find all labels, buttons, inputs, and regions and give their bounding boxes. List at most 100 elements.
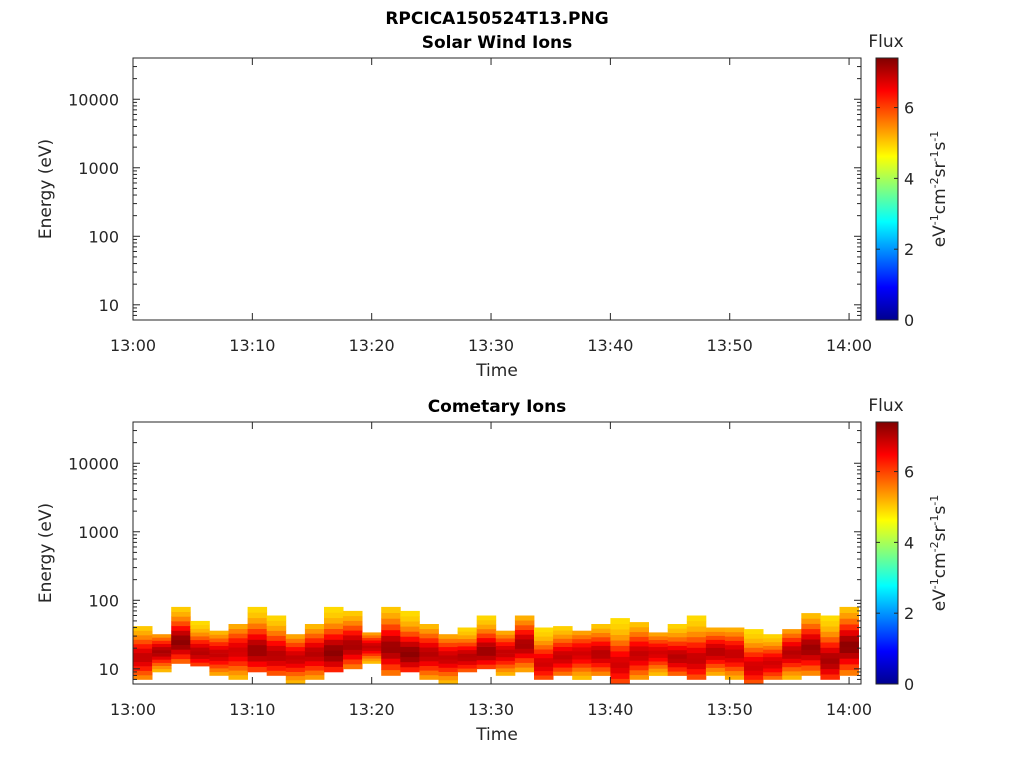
- spectrogram-cell: [610, 651, 630, 657]
- spectrogram-cell: [534, 657, 554, 663]
- spectrogram-cell: [495, 641, 516, 646]
- spectrogram-cell: [438, 675, 458, 681]
- spectrogram-cell: [285, 675, 306, 681]
- spectrogram-cell: [228, 661, 248, 666]
- colorbar-tick-label: 4: [904, 169, 914, 188]
- spectrogram-cell: [247, 655, 268, 662]
- spectrogram-cell: [247, 661, 268, 667]
- spectrogram-cell: [400, 626, 420, 632]
- spectrogram-cell: [247, 666, 268, 673]
- spectrogram-cell: [591, 632, 611, 638]
- spectrogram-cell: [285, 638, 306, 643]
- spectrogram-cell: [514, 620, 535, 626]
- y-tick-label: 100: [88, 591, 119, 610]
- spectrogram-cell: [629, 655, 649, 661]
- spectrogram-cell: [629, 641, 649, 647]
- spectrogram-cell: [686, 668, 707, 675]
- spectrogram-cell: [419, 661, 439, 666]
- spectrogram-cell: [171, 611, 191, 617]
- spectrogram-cell: [171, 644, 191, 650]
- spectrogram-cell: [152, 634, 172, 638]
- spectrogram-cell: [476, 664, 497, 670]
- spectrogram-cell: [152, 643, 172, 648]
- cometary-ylabel: Energy (eV): [36, 503, 56, 603]
- solar-wind-axis-ticks: 13:00 13:10 13:20 13:30 13:40 13:50 14:00 10 100…: [68, 57, 872, 355]
- spectrogram-cell: [209, 664, 229, 669]
- spectrogram-cell: [190, 620, 210, 626]
- spectrogram-cell: [553, 663, 573, 668]
- figure-title: RPCICA150524T13.PNG: [385, 9, 608, 29]
- spectrogram-cell: [667, 645, 688, 651]
- spectrogram-cell: [133, 675, 153, 680]
- x-tick-label: 13:40: [587, 700, 633, 719]
- colorbar-tick-label: 6: [904, 463, 914, 482]
- spectrogram-cell: [763, 668, 783, 673]
- spectrogram-cell: [476, 642, 497, 647]
- spectrogram-cell: [457, 646, 478, 651]
- spectrogram-column: [705, 627, 726, 676]
- spectrogram-cell: [495, 634, 516, 639]
- spectrogram-cell: [324, 612, 344, 619]
- spectrogram-cell: [419, 633, 439, 639]
- spectrogram-cell: [362, 655, 382, 659]
- spectrogram-cell: [705, 627, 726, 632]
- cometary-colorbar-label: eV-1cm-2sr-1s-1: [928, 495, 950, 612]
- spectrogram-column: [381, 606, 401, 676]
- spectrogram-cell: [591, 654, 611, 659]
- colorbar-tick-label: 4: [904, 533, 914, 552]
- spectrogram-cell: [648, 639, 669, 644]
- spectrogram-cell: [247, 644, 268, 651]
- spectrogram-cell: [514, 662, 535, 668]
- spectrogram-cell: [744, 670, 764, 676]
- spectrogram-cell: [400, 651, 420, 658]
- spectrogram-cell: [400, 621, 420, 627]
- spectrogram-column: [171, 606, 191, 664]
- spectrogram-cell: [514, 657, 535, 663]
- spectrogram-cell: [820, 626, 840, 632]
- spectrogram-cell: [285, 679, 306, 685]
- x-tick-label: 13:10: [229, 336, 275, 355]
- spectrogram-column: [304, 624, 325, 680]
- x-tick-label: 13:00: [110, 336, 156, 355]
- spectrogram-cell: [553, 642, 573, 647]
- spectrogram-cell: [209, 660, 229, 665]
- spectrogram-cell: [285, 642, 306, 648]
- spectrogram-cell: [171, 621, 191, 627]
- spectrogram-cell: [285, 650, 306, 656]
- spectrogram-cell: [133, 635, 153, 640]
- spectrogram-cell: [534, 631, 554, 637]
- spectrogram-cell: [572, 646, 592, 652]
- spectrogram-cell: [534, 670, 554, 676]
- spectrogram-cell: [457, 660, 478, 665]
- cometary-colorbar-scale: [875, 421, 899, 685]
- spectrogram-cell: [782, 675, 802, 680]
- spectrogram-cell: [266, 650, 287, 656]
- spectrogram-cell: [686, 615, 707, 622]
- spectrogram-cell: [744, 665, 764, 671]
- spectrogram-cell: [534, 666, 554, 672]
- spectrogram-cell: [343, 654, 363, 660]
- spectrogram-cell: [744, 656, 764, 662]
- spectrogram-cell: [419, 651, 439, 657]
- spectrogram-cell: [266, 620, 287, 626]
- spectrogram-cell: [324, 617, 344, 624]
- spectrogram-cell: [648, 653, 669, 658]
- spectrogram-column: [133, 626, 153, 680]
- spectrogram-cell: [667, 654, 688, 659]
- spectrogram-cell: [209, 634, 229, 639]
- spectrogram-cell: [801, 644, 821, 650]
- solar-wind-panel: Solar Wind Ions Energy (eV) Time 13:00 13…: [36, 32, 950, 381]
- spectrogram-cell: [572, 659, 592, 664]
- spectrogram-cell: [247, 650, 268, 657]
- spectrogram-cell: [553, 654, 573, 660]
- spectrogram-cell: [839, 652, 859, 659]
- spectrogram-cell: [514, 643, 535, 649]
- spectrogram-cell: [572, 667, 592, 672]
- spectrogram-cell: [572, 671, 592, 676]
- spectrogram-cell: [362, 647, 382, 651]
- spectrogram-cell: [476, 628, 497, 634]
- spectrogram-cell: [553, 671, 573, 676]
- spectrogram-cell: [400, 641, 420, 647]
- spectrogram-cell: [171, 616, 191, 622]
- spectrogram-column: [801, 613, 821, 676]
